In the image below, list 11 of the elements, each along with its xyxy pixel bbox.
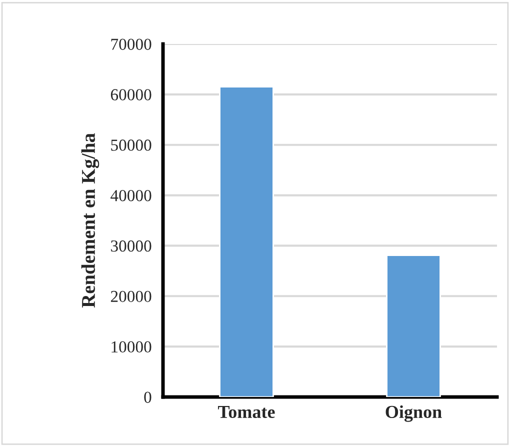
x-tick-label: Oignon	[386, 405, 442, 422]
y-tick-label: 70000	[111, 38, 152, 50]
y-tick-label: 0	[144, 392, 152, 403]
y-tick-label: 10000	[112, 341, 152, 353]
y-tick-label: 60000	[110, 89, 152, 100]
y-tick-label: 40000	[110, 190, 152, 202]
y-tick-label: 20000	[110, 290, 152, 302]
y-axis-title: Rendement en Kg/ha	[81, 133, 100, 308]
x-tick-label: Tomate	[218, 406, 275, 418]
y-tick-label: 30000	[111, 240, 152, 252]
y-tick-label: 50000	[111, 140, 152, 151]
